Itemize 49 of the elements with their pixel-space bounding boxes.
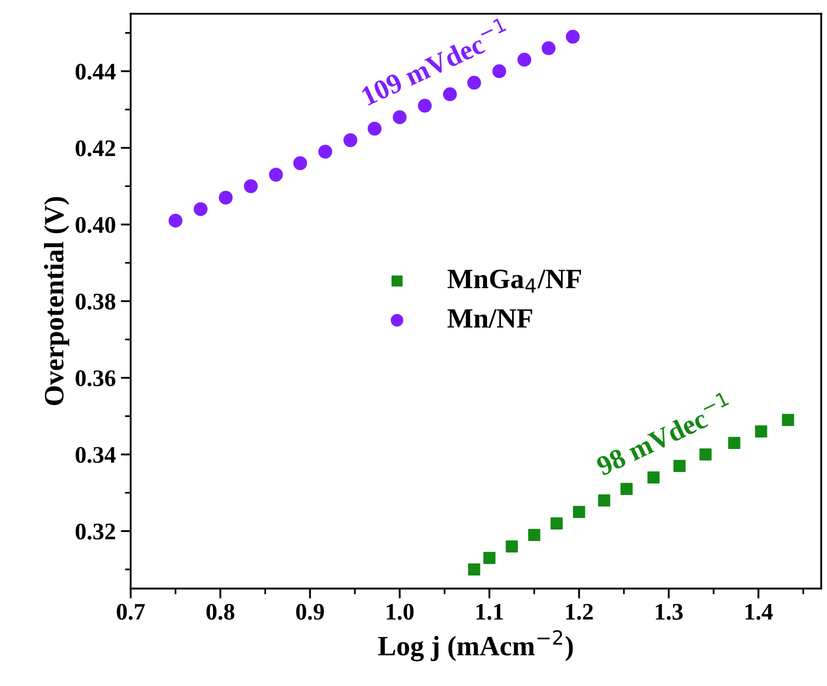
y-tick-label: 0.38 (76, 294, 116, 310)
point (598, 494, 610, 507)
point (269, 168, 283, 182)
x-tick-label: 0.7 (116, 604, 145, 620)
annotation: 98 mVdec$^{−1}$ (592, 391, 734, 476)
legend-label: MnGa$_{4}$/NF (448, 270, 582, 293)
point (506, 540, 518, 553)
y-tick-label: 0.32 (76, 524, 116, 540)
point (168, 214, 182, 228)
x-tick-label: 0.8 (206, 604, 234, 620)
x-axis-title: Log j (mAcm$^{−2}$) (378, 630, 573, 662)
point (443, 87, 457, 102)
legend-label: Mn/NF (448, 309, 532, 328)
x-tick-label: 1.3 (656, 604, 683, 620)
point (647, 471, 660, 484)
point (620, 482, 633, 496)
point (368, 122, 382, 136)
point (728, 436, 740, 450)
point (492, 64, 506, 78)
point (244, 179, 258, 194)
point (293, 156, 308, 170)
point (550, 517, 563, 530)
x-tick-label: 1.1 (476, 604, 503, 620)
point (392, 110, 407, 124)
y-axis-title: Overpotential (V) (44, 197, 70, 406)
x-tick-label: 0.9 (296, 604, 324, 620)
point (573, 506, 586, 518)
point (318, 144, 332, 159)
point (755, 425, 768, 438)
x-tick-label: 1.2 (566, 604, 593, 620)
point (468, 563, 480, 576)
point (218, 190, 233, 205)
y-tick-label: 0.42 (76, 140, 116, 156)
point (517, 52, 532, 67)
x-tick-label: 1.0 (386, 604, 414, 620)
point (194, 202, 208, 216)
point (483, 552, 496, 564)
annotation: 109 mVdec$^{−1}$ (358, 17, 512, 106)
point (418, 98, 432, 113)
y-tick-label: 0.36 (76, 370, 116, 386)
point (542, 41, 556, 56)
y-tick-label: 0.34 (76, 446, 116, 463)
point (566, 30, 580, 44)
x-tick-label: 1.4 (746, 604, 773, 620)
y-tick-label: 0.40 (76, 216, 116, 234)
y-tick-label: 0.44 (76, 64, 116, 80)
point (343, 133, 358, 148)
point (782, 414, 794, 426)
point (528, 528, 540, 542)
